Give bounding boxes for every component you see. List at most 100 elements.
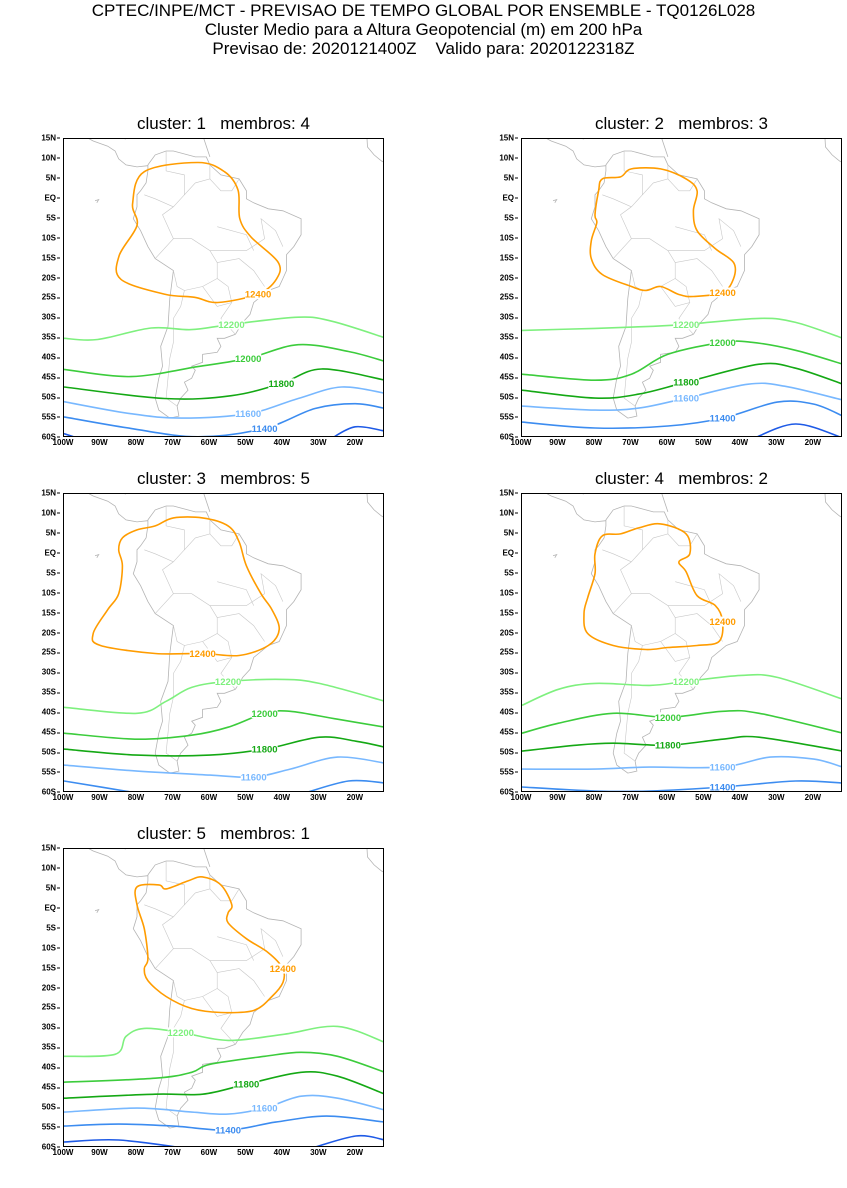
contour-label: 12000 (235, 354, 261, 365)
country-border (667, 533, 698, 547)
contour-label: 12200 (168, 1028, 194, 1039)
contour-line-11800 (64, 368, 383, 400)
cluster-panel-1: cluster: 1 membros: 4 12400 12200 12000 1180… (0, 114, 390, 478)
lat-tick-label: 55S (500, 413, 518, 422)
contour-label: 12000 (251, 709, 277, 720)
panel-title: cluster: 3 membros: 5 (63, 469, 384, 489)
cluster-label: cluster: (595, 469, 650, 488)
country-border (209, 927, 284, 961)
lat-tick-label: 5N (504, 173, 518, 182)
lat-tick-label: 5S (46, 923, 60, 932)
country-border (173, 948, 218, 1001)
cluster-panel-3: cluster: 3 membros: 5 12400 12200 12000 1180… (0, 469, 390, 833)
lat-tick-label: 20S (42, 628, 60, 637)
contour-label-bg (709, 337, 736, 348)
membros-label: membros: (220, 824, 296, 843)
contour-line-12000 (64, 343, 383, 378)
contour-label-bg (268, 378, 295, 389)
coastline (88, 849, 148, 878)
lat-tick-label: 5N (46, 528, 60, 537)
membros-label: membros: (678, 114, 754, 133)
contour-label-bg (709, 616, 736, 627)
country-border (173, 238, 218, 291)
contour-label: 12000 (709, 338, 735, 349)
country-border (209, 217, 284, 251)
contour-line-11800 (64, 1071, 383, 1099)
contour-line-11400 (64, 780, 130, 791)
country-border (209, 178, 240, 192)
cluster-number: 4 (654, 469, 665, 488)
lat-tick-label: 50S (42, 748, 60, 757)
forecast-dates: Previsao de: 2020121400Z Valido para: 20… (212, 39, 635, 58)
coastline (203, 139, 211, 158)
lon-tick-label: 80W (127, 793, 145, 802)
lon-tick-label: 60W (658, 793, 676, 802)
country-border (209, 888, 240, 902)
lat-tick-label: 40S (42, 708, 60, 717)
coastline (366, 849, 383, 873)
membros-label: membros: (678, 469, 754, 488)
contour-label: 11600 (235, 409, 261, 420)
lon-tick-label: 20W (804, 793, 822, 802)
contour-line-12000 (522, 709, 841, 734)
lat-tick-label: 50S (42, 393, 60, 402)
contour-label: 12200 (673, 320, 699, 331)
lat-tick-label: 45S (42, 373, 60, 382)
coastline (88, 139, 148, 168)
lat-tick-label: 5N (46, 173, 60, 182)
lat-tick-label: EQ (44, 903, 60, 912)
coastline (546, 494, 606, 523)
lat-tick-label: 10S (500, 588, 518, 597)
coastlines (546, 139, 841, 419)
country-border (217, 258, 265, 287)
lat-tick-label: 15S (42, 963, 60, 972)
lon-tick-label: 70W (622, 438, 639, 447)
contour-label: 11400 (215, 1126, 241, 1137)
lon-tick-label: 80W (127, 1148, 145, 1157)
lon-tick-label: 30W (310, 438, 327, 447)
coastlines (546, 494, 841, 774)
contour-label-bg (269, 963, 296, 974)
lat-tick-label: 35S (500, 688, 518, 697)
country-border (602, 194, 632, 259)
cluster-label: cluster: (137, 469, 192, 488)
lon-tick-label: 100W (510, 438, 532, 447)
lat-tick-label: 15N (41, 489, 60, 498)
contour-label-bg (709, 782, 736, 791)
contour-label: 11800 (268, 379, 294, 390)
contour-label: 11800 (673, 378, 699, 389)
contour-line-12200 (64, 1025, 383, 1058)
contour-label-bg (215, 676, 242, 687)
contour-label-bg (673, 676, 700, 687)
contour-line-12400 (589, 166, 737, 298)
membros-count: 3 (758, 114, 768, 133)
lon-tick-label: 60W (200, 1148, 218, 1157)
lat-tick-label: 5S (46, 568, 60, 577)
lat-tick-label: 15N (499, 134, 518, 143)
lat-tick-label: 20S (500, 273, 518, 282)
lon-tick-label: 40W (731, 438, 749, 447)
country-border (209, 572, 284, 606)
figure-title: CPTEC/INPE/MCT - PREVISAO DE TEMPO GLOBA… (91, 1, 756, 20)
panel-title: cluster: 4 membros: 2 (521, 469, 842, 489)
lon-tick-label: 100W (52, 1148, 74, 1157)
country-border (623, 151, 643, 208)
contour-labels: 12400 12200 12000 11800 11600 (189, 648, 278, 784)
lat-tick-label: 45S (500, 728, 518, 737)
lon-tick-label: 50W (237, 793, 254, 802)
contour-line-11400 (64, 402, 383, 436)
lat-tick-label: 50S (42, 1103, 60, 1112)
country-border (144, 194, 174, 259)
contour-line-12000 (522, 340, 841, 382)
contour-label: 12200 (218, 320, 244, 331)
membros-label: membros: (220, 469, 296, 488)
contour-label-bg (251, 708, 278, 719)
panel-title: cluster: 1 membros: 4 (63, 114, 384, 134)
lat-tick-label: 60S (42, 433, 60, 442)
contour-label-bg (189, 648, 216, 659)
contour-label: 12200 (215, 677, 241, 688)
lon-tick-label: 90W (549, 438, 566, 447)
coastline (94, 908, 100, 914)
coastline (132, 505, 302, 774)
lon-tick-label: 90W (91, 793, 108, 802)
